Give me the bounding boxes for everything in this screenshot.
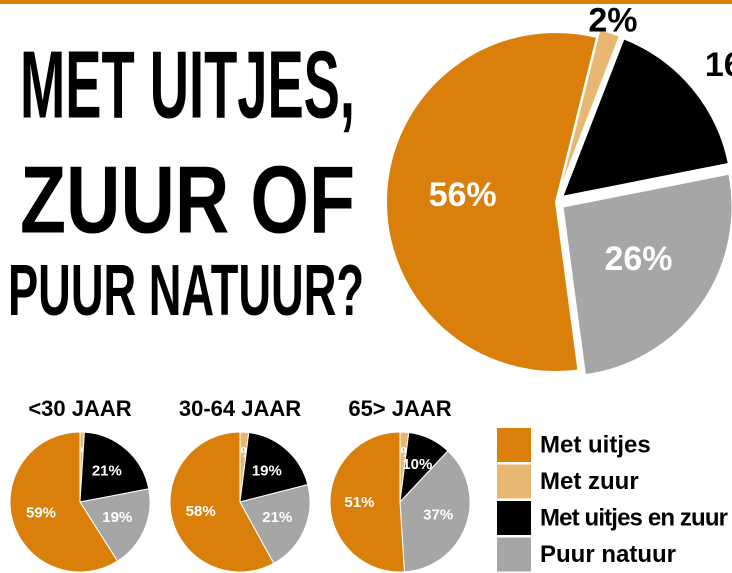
slice-label: 59% xyxy=(26,504,56,521)
pie-title: <30 JAAR xyxy=(28,396,131,421)
pie-slice xyxy=(385,31,599,373)
top-rule xyxy=(0,0,732,4)
pie-slice xyxy=(329,431,405,573)
legend-label: Met uitjes xyxy=(540,431,651,458)
title-line: MET UITJES, xyxy=(20,31,355,138)
legend-swatch xyxy=(497,537,531,572)
pie-slice xyxy=(9,431,119,573)
legend-label: Puur natuur xyxy=(540,541,676,568)
title-line: ZUUR OF xyxy=(20,146,355,253)
slice-label: 56% xyxy=(429,176,497,214)
pie-slice xyxy=(239,431,309,503)
legend-swatch xyxy=(497,428,531,462)
legend-swatch xyxy=(497,464,531,499)
slice-label: 10% xyxy=(402,456,432,473)
slice-label: 2% xyxy=(588,2,637,40)
slice-label: 51% xyxy=(344,494,374,511)
pie-slice xyxy=(79,488,151,562)
legend-label: Met uitjes en zuur xyxy=(540,504,728,531)
pie-slice xyxy=(560,37,731,199)
pie-slice xyxy=(169,431,275,573)
slice-label: 21% xyxy=(262,509,292,526)
pie-title: 30-64 JAAR xyxy=(179,396,301,421)
legend-label: Met zuur xyxy=(540,468,639,495)
pie-slice xyxy=(557,28,622,195)
slice-label: 58% xyxy=(186,503,216,520)
slice-label: 21% xyxy=(92,463,122,480)
pie-slice xyxy=(399,450,471,573)
legend-swatch xyxy=(497,501,531,535)
slice-label: 16% xyxy=(705,46,732,84)
pie-slice xyxy=(239,483,311,565)
slice-label: 19% xyxy=(252,463,282,480)
slice-label: 37% xyxy=(423,507,453,524)
pie-title: 65> JAAR xyxy=(348,396,451,421)
slice-label: 19% xyxy=(102,509,132,526)
slice-label: 26% xyxy=(604,240,672,278)
pie-slice xyxy=(561,172,732,377)
pie-slice xyxy=(79,431,150,503)
title-line: PUUR NATUUR? xyxy=(8,251,364,331)
